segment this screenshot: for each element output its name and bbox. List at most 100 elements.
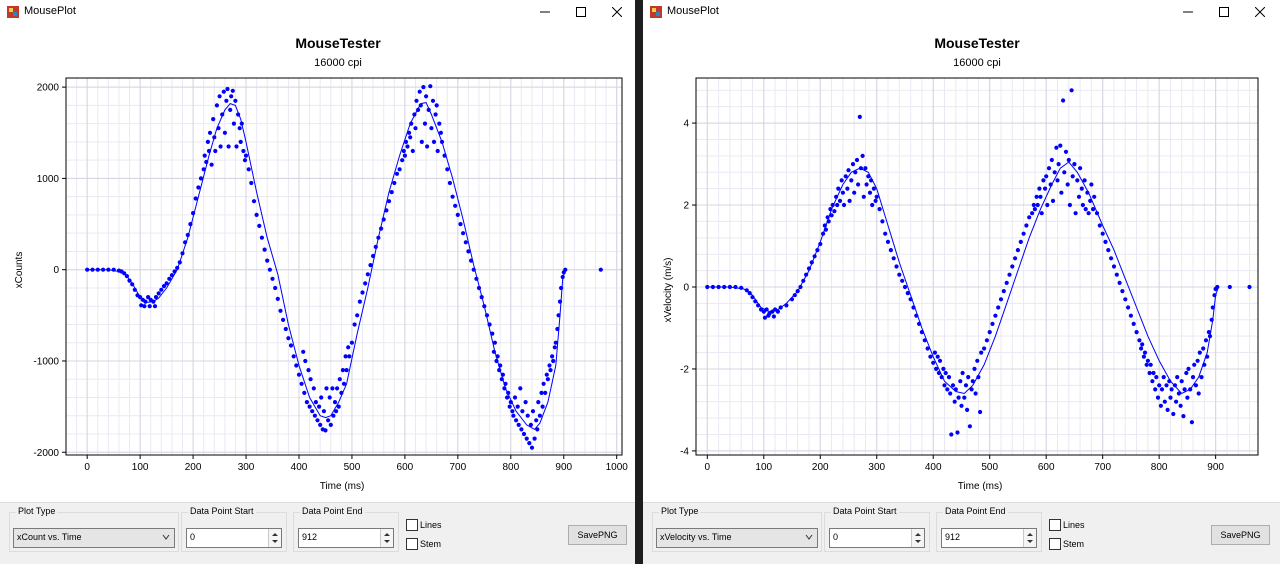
x-axis-label: Time (ms) xyxy=(958,481,1003,492)
data-point xyxy=(532,436,537,441)
minimize-button[interactable] xyxy=(527,0,563,24)
data-point xyxy=(1032,207,1037,212)
data-point xyxy=(963,383,969,388)
data-point xyxy=(1171,411,1176,417)
data-point xyxy=(512,395,518,400)
data-point xyxy=(306,368,311,373)
maximize-button[interactable] xyxy=(1206,0,1242,24)
data-point xyxy=(1139,346,1144,351)
data-point xyxy=(204,159,209,165)
data-point xyxy=(900,278,905,283)
data-point xyxy=(1037,186,1042,191)
spinner-buttons[interactable] xyxy=(911,529,924,547)
data-point xyxy=(937,358,943,363)
maximize-button[interactable] xyxy=(563,0,599,24)
data-point-start-input[interactable]: 0 xyxy=(186,528,282,548)
save-png-button[interactable]: SavePNG xyxy=(568,525,627,545)
data-point xyxy=(705,284,710,290)
data-point xyxy=(392,180,397,186)
data-point xyxy=(343,354,348,359)
data-point xyxy=(161,284,167,289)
spinner-arrows-icon xyxy=(915,533,921,543)
data-point xyxy=(540,404,545,409)
data-point xyxy=(547,363,552,368)
plot-type-select[interactable]: xVelocity vs. Time xyxy=(656,528,818,548)
data-point xyxy=(507,404,512,409)
data-point xyxy=(1167,379,1172,384)
data-point xyxy=(849,178,854,183)
data-point xyxy=(318,422,323,427)
data-point xyxy=(598,267,603,272)
data-point xyxy=(750,295,755,300)
data-point xyxy=(840,190,845,195)
lines-checkbox[interactable] xyxy=(406,519,418,531)
stem-checkbox[interactable] xyxy=(406,538,418,550)
data-point xyxy=(1082,178,1087,183)
data-point xyxy=(955,430,960,435)
data-point xyxy=(1134,330,1139,335)
data-point xyxy=(1065,182,1070,187)
data-point xyxy=(1184,370,1189,376)
data-point xyxy=(1034,194,1039,199)
y-axis-label: xVelocity (m/s) xyxy=(663,257,674,322)
data-point xyxy=(854,157,860,163)
data-point xyxy=(1168,395,1173,400)
data-point xyxy=(1151,370,1156,376)
lines-checkbox[interactable] xyxy=(1049,519,1061,531)
data-point xyxy=(943,370,948,376)
control-panel: Plot Type xCount vs. Time Data Point Sta… xyxy=(0,502,635,564)
save-png-button[interactable]: SavePNG xyxy=(1211,525,1270,545)
spinner-buttons[interactable] xyxy=(268,529,281,547)
spinner-buttons[interactable] xyxy=(380,529,393,547)
data-point xyxy=(425,144,430,149)
x-tick-label: 900 xyxy=(1207,462,1224,473)
data-point xyxy=(864,182,869,187)
data-point xyxy=(389,190,394,195)
data-point xyxy=(1010,264,1015,269)
data-point xyxy=(373,244,378,249)
data-point xyxy=(1206,330,1211,335)
x-tick-label: 100 xyxy=(755,462,772,473)
data-point xyxy=(1190,375,1196,380)
data-point xyxy=(1202,362,1207,367)
data-point xyxy=(795,289,800,294)
data-point xyxy=(969,387,974,392)
spinner-buttons[interactable] xyxy=(1023,529,1036,547)
close-button[interactable] xyxy=(1242,0,1278,24)
data-point xyxy=(288,343,294,348)
data-point xyxy=(249,180,254,186)
plot-type-label: Plot Type xyxy=(659,506,701,516)
data-point xyxy=(469,258,474,263)
data-point xyxy=(869,178,874,183)
data-point xyxy=(414,98,419,103)
minimize-button[interactable] xyxy=(1170,0,1206,24)
plot-type-select[interactable]: xCount vs. Time xyxy=(13,528,175,548)
data-point xyxy=(397,167,402,172)
data-point xyxy=(1145,358,1150,363)
data-point-end-input[interactable]: 912 xyxy=(941,528,1037,548)
data-point xyxy=(559,285,564,291)
data-point xyxy=(972,366,977,371)
data-point xyxy=(251,199,257,204)
data-point xyxy=(439,139,445,144)
data-point xyxy=(371,253,376,259)
data-point xyxy=(234,144,239,149)
data-point xyxy=(205,139,210,144)
data-point xyxy=(122,271,127,276)
data-point-end-input[interactable]: 912 xyxy=(298,528,394,548)
data-point xyxy=(403,139,409,144)
close-icon xyxy=(1255,7,1265,17)
data-point-end-label: Data Point End xyxy=(943,506,1008,516)
stem-checkbox[interactable] xyxy=(1049,538,1061,550)
x-tick-label: 300 xyxy=(238,462,255,473)
data-point xyxy=(747,291,752,296)
data-point-start-input[interactable]: 0 xyxy=(829,528,925,548)
data-point xyxy=(911,305,916,310)
y-tick-label: -4 xyxy=(680,446,689,457)
data-point xyxy=(753,299,758,304)
data-point xyxy=(826,219,831,224)
data-point-start-group: Data Point Start 0 xyxy=(824,506,930,552)
data-point xyxy=(368,263,373,268)
data-point xyxy=(303,358,308,364)
close-button[interactable] xyxy=(599,0,635,24)
